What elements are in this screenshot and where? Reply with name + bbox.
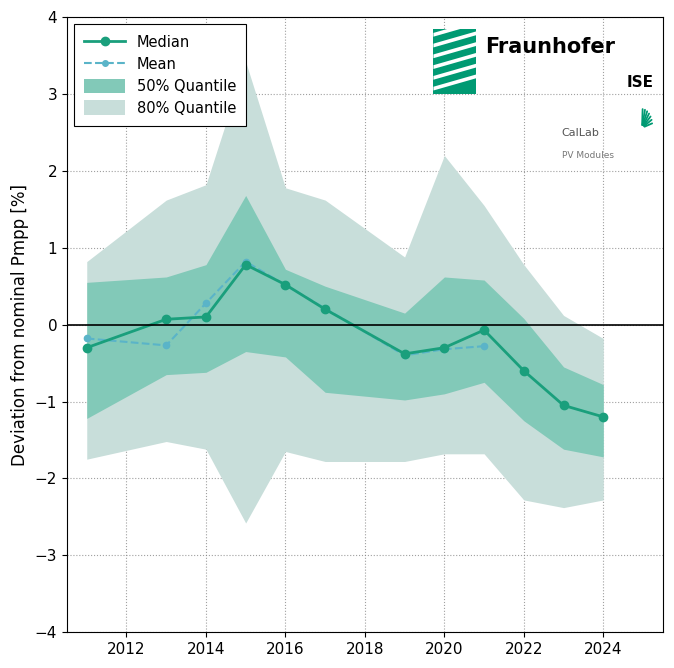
- Text: CalLab: CalLab: [561, 128, 599, 138]
- Polygon shape: [433, 53, 477, 69]
- Polygon shape: [433, 31, 477, 47]
- Text: Fraunhofer: Fraunhofer: [485, 37, 615, 57]
- Polygon shape: [433, 74, 477, 90]
- Text: ISE: ISE: [627, 75, 654, 90]
- Polygon shape: [433, 42, 477, 58]
- Text: PV Modules: PV Modules: [561, 150, 613, 160]
- Bar: [433, 29, 477, 94]
- Polygon shape: [433, 63, 477, 79]
- Polygon shape: [433, 21, 477, 37]
- Legend: Median, Mean, 50% Quantile, 80% Quantile: Median, Mean, 50% Quantile, 80% Quantile: [74, 25, 247, 126]
- Y-axis label: Deviation from nominal Pmpp [%]: Deviation from nominal Pmpp [%]: [11, 184, 29, 466]
